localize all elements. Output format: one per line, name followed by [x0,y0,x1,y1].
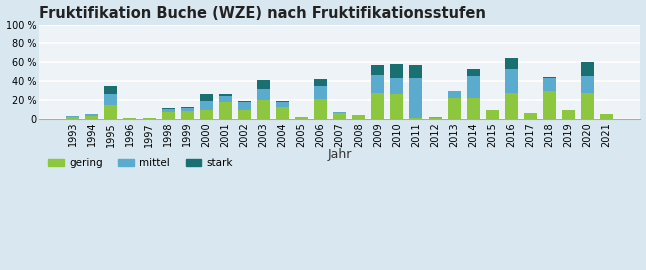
Bar [581,76,594,93]
Bar [505,93,518,119]
Bar [238,110,251,119]
Bar [524,113,537,119]
Bar [143,118,156,119]
Bar [257,89,270,100]
X-axis label: Jahr: Jahr [328,148,352,161]
Bar [410,118,422,119]
Bar [543,91,556,119]
Text: Fruktifikation Buche (WZE) nach Fruktifikationsstufen: Fruktifikation Buche (WZE) nach Fruktifi… [39,6,486,21]
Bar [276,107,289,119]
Bar [543,79,556,91]
Bar [314,86,327,99]
Bar [276,101,289,102]
Bar [543,77,556,79]
Bar [257,100,270,119]
Bar [486,110,499,119]
Bar [428,118,441,119]
Bar [67,116,79,117]
Bar [390,64,403,77]
Bar [181,111,194,119]
Bar [200,110,213,119]
Bar [314,79,327,86]
Bar [219,94,232,96]
Bar [466,69,479,76]
Bar [581,62,594,76]
Bar [219,96,232,102]
Bar [410,77,422,118]
Bar [85,114,98,116]
Bar [428,117,441,118]
Bar [257,80,270,89]
Bar [600,114,613,119]
Bar [200,94,213,101]
Bar [123,118,136,119]
Bar [371,65,384,75]
Bar [466,98,479,119]
Bar [333,112,346,113]
Bar [162,108,174,109]
Bar [371,93,384,119]
Bar [181,108,194,111]
Bar [162,109,174,112]
Bar [238,102,251,110]
Bar [352,115,365,119]
Bar [333,113,346,119]
Bar [67,117,79,119]
Bar [390,77,403,94]
Bar [562,110,575,119]
Bar [238,101,251,102]
Bar [410,65,422,77]
Bar [85,116,98,119]
Bar [200,101,213,110]
Bar [581,93,594,119]
Bar [105,94,118,105]
Bar [448,91,461,98]
Legend: gering, mittel, stark: gering, mittel, stark [44,154,237,173]
Bar [505,58,518,69]
Bar [371,75,384,93]
Bar [466,76,479,98]
Bar [276,102,289,107]
Bar [448,98,461,119]
Bar [390,94,403,119]
Bar [295,117,308,119]
Bar [105,105,118,119]
Bar [181,107,194,108]
Bar [162,112,174,119]
Bar [105,86,118,94]
Bar [505,69,518,93]
Bar [314,99,327,119]
Bar [219,102,232,119]
